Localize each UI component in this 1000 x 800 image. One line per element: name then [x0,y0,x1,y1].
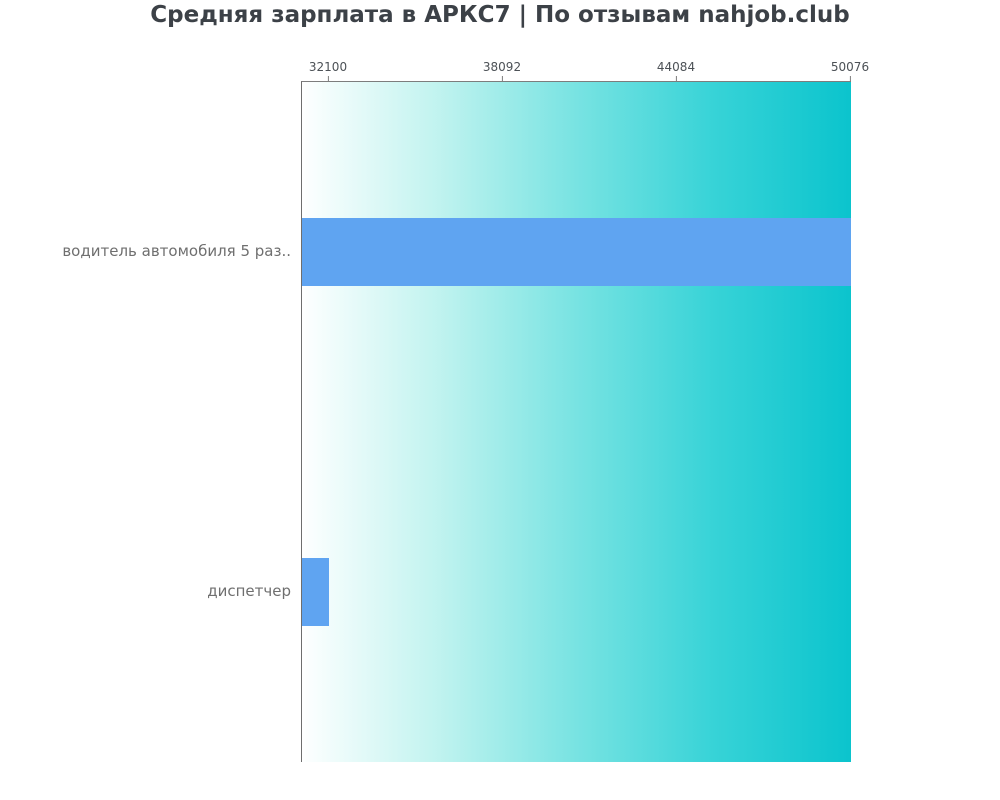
x-axis-tick-label: 44084 [656,60,696,74]
bar [302,558,329,626]
x-axis-tick-label: 38092 [482,60,522,74]
x-axis-tick-label: 32100 [308,60,348,74]
x-axis-tick: 50076 [831,60,869,81]
x-axis-tick: 38092 [483,60,521,81]
bar [302,218,851,286]
x-axis-tick-mark [327,76,329,81]
category-label: водитель автомобиля 5 раз.. [62,242,291,260]
x-axis-top: 32100 38092 44084 50076 [301,59,869,81]
x-axis-tick: 32100 [309,60,347,81]
x-axis-tick-mark [675,76,677,81]
x-axis-tick: 44084 [657,60,695,81]
x-axis-tick-mark [849,76,851,81]
x-axis-tick-mark [501,76,503,81]
x-axis-tick-label: 50076 [830,60,870,74]
page-title: Средняя зарплата в АРКС7 | По отзывам na… [150,2,850,28]
plot-area [301,81,851,762]
category-label: диспетчер [207,582,291,600]
